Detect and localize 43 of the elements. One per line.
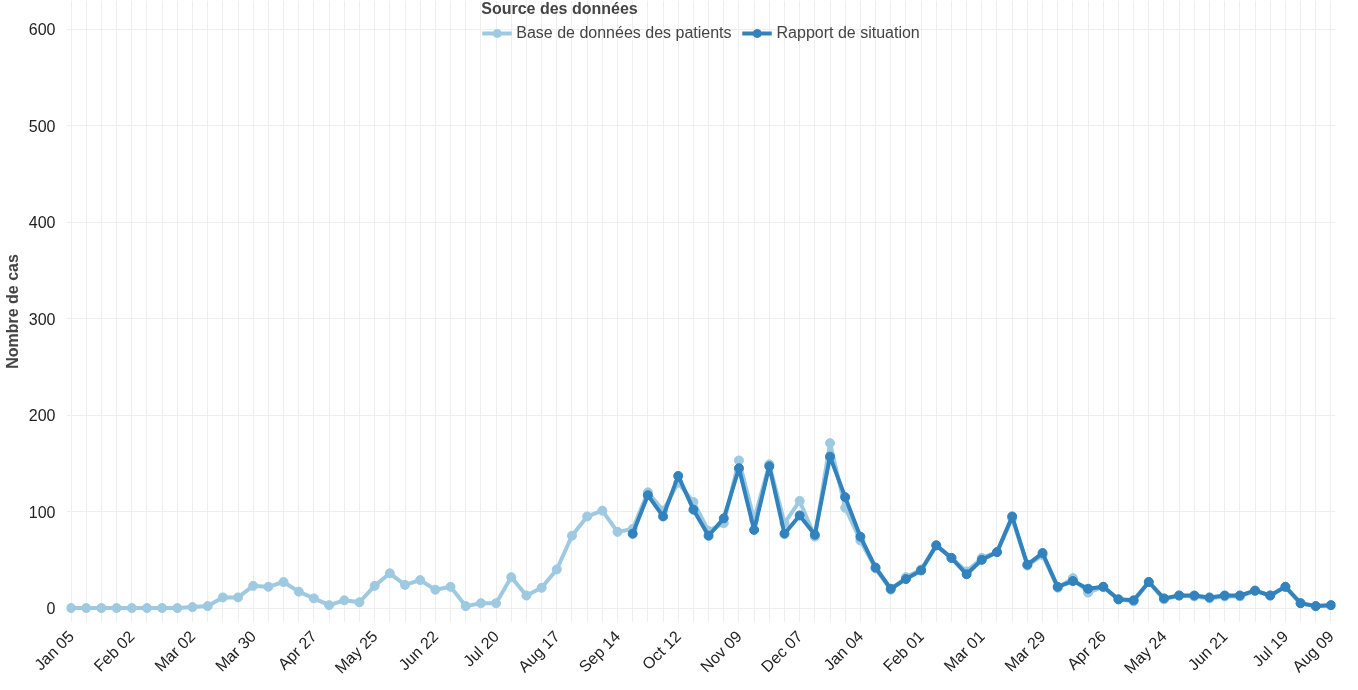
point [794, 510, 805, 521]
y-axis-title: Nombre de cas [3, 254, 21, 369]
x-tick-label: Jun 21 [1184, 627, 1231, 674]
point [1083, 583, 1094, 594]
y-tick-label: 400 [28, 214, 56, 232]
x-tick-label: Dec 07 [757, 627, 806, 676]
x-tick-label: Jun 22 [395, 627, 442, 674]
x-tick-label: Sep 14 [575, 627, 624, 676]
x-tick-label: Aug 09 [1289, 627, 1338, 676]
x-tick-label: Jan 05 [31, 627, 78, 674]
point [825, 451, 836, 462]
x-tick-label: Apr 27 [274, 627, 321, 673]
point [718, 513, 729, 524]
y-tick-label: 200 [28, 407, 56, 425]
y-tick-label: 500 [28, 117, 56, 135]
x-tick-label: May 24 [1120, 627, 1171, 677]
x-tick-label: Mar 29 [1001, 627, 1049, 675]
x-tick-label: May 25 [331, 627, 381, 677]
point [627, 528, 638, 539]
x-tick-label: Mar 02 [151, 627, 199, 675]
x-tick-label: Oct 12 [638, 627, 685, 673]
point [688, 504, 699, 515]
y-tick-label: 300 [28, 310, 56, 328]
y-tick-label: 100 [28, 503, 56, 521]
y-tick-label: 600 [28, 21, 56, 39]
x-tick-label: Apr 26 [1063, 627, 1110, 673]
x-tick-label: Jul 20 [459, 627, 503, 670]
x-tick-label: Feb 02 [90, 627, 138, 675]
x-tick-label: Aug 17 [514, 627, 563, 676]
point [703, 530, 714, 541]
x-tick-label: Mar 30 [211, 627, 260, 675]
x-tick-label: Jan 04 [820, 627, 867, 674]
x-tick-label: Nov 09 [697, 627, 746, 676]
x-tick-label: Jul 19 [1249, 627, 1292, 670]
legend-title: Source des données [481, 0, 639, 18]
y-tick-label: 0 [46, 600, 56, 618]
x-tick-label: Mar 01 [940, 627, 988, 675]
point [855, 531, 866, 542]
legend-label: Base de données des patients [516, 24, 732, 42]
point [840, 492, 851, 503]
x-tick-label: Feb 01 [879, 627, 928, 675]
legend-label: Rapport de situation [776, 24, 920, 42]
point [658, 511, 669, 522]
